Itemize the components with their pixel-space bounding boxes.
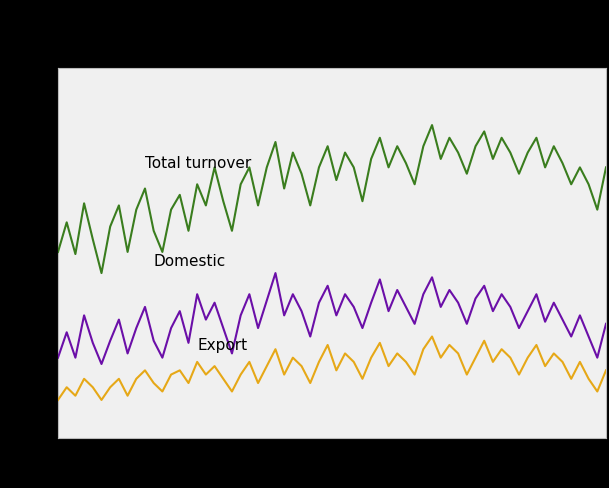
Text: Total turnover: Total turnover [145,156,252,171]
Text: Domestic: Domestic [153,253,226,268]
Text: Export: Export [197,338,247,352]
